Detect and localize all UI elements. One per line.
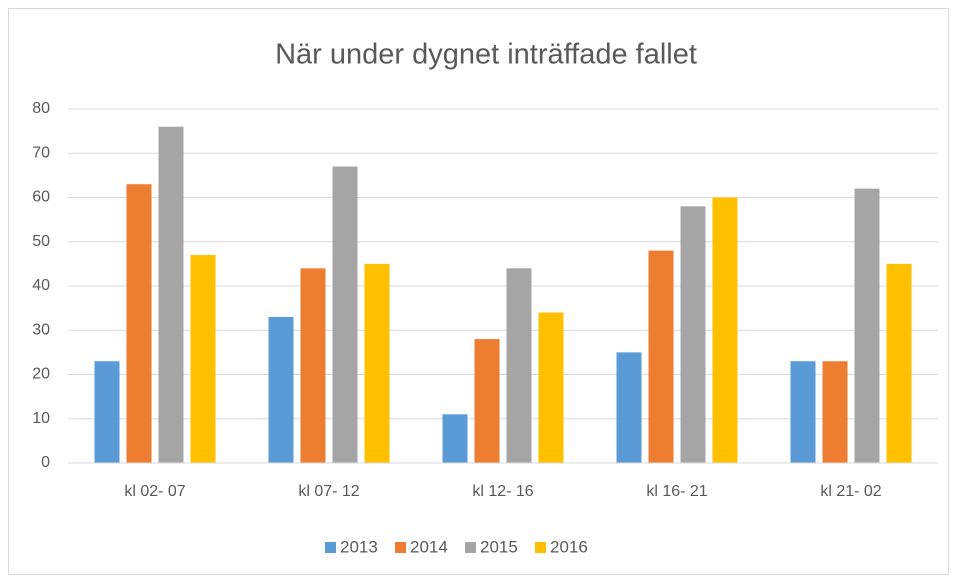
- y-tick-label: 0: [41, 454, 50, 471]
- x-tick-label: kl 21- 02: [820, 483, 881, 500]
- bar: [886, 263, 912, 463]
- chart-title: När under dygnet inträffade fallet: [275, 39, 697, 71]
- y-tick-label: 80: [32, 100, 50, 117]
- bar: [300, 268, 326, 463]
- legend-label: 2014: [410, 537, 448, 556]
- y-tick-label: 40: [32, 277, 50, 294]
- bar: [712, 197, 738, 463]
- bar: [158, 126, 184, 463]
- bar: [442, 414, 468, 463]
- legend-label: 2016: [550, 537, 588, 556]
- x-tick-label: kl 02- 07: [124, 483, 185, 500]
- bar: [364, 263, 390, 463]
- bar: [538, 312, 564, 463]
- bar: [790, 361, 816, 463]
- y-tick-label: 10: [32, 410, 50, 427]
- bar: [268, 316, 294, 463]
- legend-swatch: [395, 542, 406, 553]
- legend-swatch: [535, 542, 546, 553]
- bar: [94, 361, 120, 463]
- bar: [332, 166, 358, 463]
- x-tick-label: kl 07- 12: [298, 483, 359, 500]
- y-tick-label: 30: [32, 321, 50, 338]
- bar: [190, 255, 216, 463]
- legend-swatch: [325, 542, 336, 553]
- y-tick-label: 60: [32, 189, 50, 206]
- bar: [680, 206, 706, 463]
- bar: [616, 352, 642, 463]
- bar: [126, 184, 152, 463]
- legend-label: 2015: [480, 537, 518, 556]
- bar: [648, 250, 674, 463]
- bar: [506, 268, 532, 463]
- y-tick-label: 70: [32, 144, 50, 161]
- y-tick-label: 20: [32, 366, 50, 383]
- y-tick-label: 50: [32, 233, 50, 250]
- x-tick-label: kl 16- 21: [646, 483, 707, 500]
- bar: [474, 339, 500, 463]
- bar: [822, 361, 848, 463]
- legend-label: 2013: [340, 537, 378, 556]
- x-tick-label: kl 12- 16: [472, 483, 533, 500]
- legend-swatch: [465, 542, 476, 553]
- bar: [854, 188, 880, 463]
